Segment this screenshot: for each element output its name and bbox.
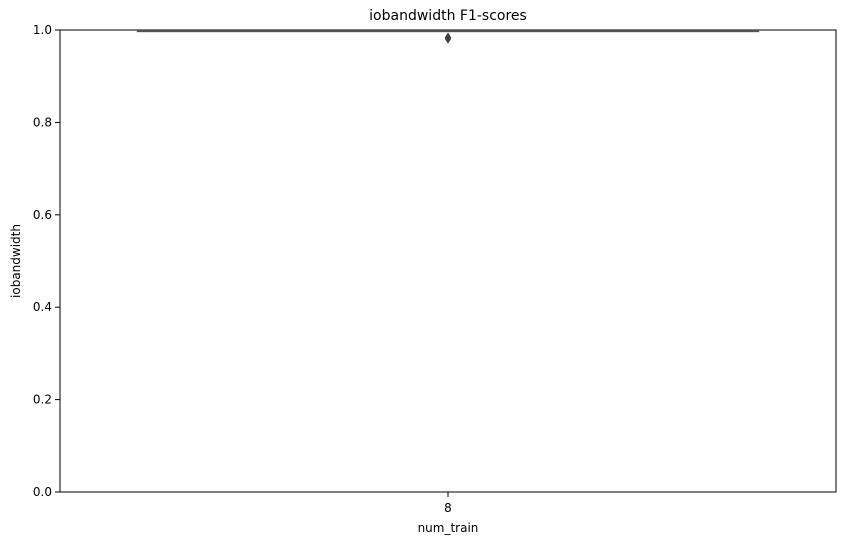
y-axis: 0.0 0.2 0.4 0.6 0.8 1.0: [33, 23, 60, 499]
outlier-point: [444, 33, 452, 44]
y-tick-label: 0.6: [33, 208, 52, 222]
plot-area: [59, 29, 837, 493]
chart-title: iobandwidth F1-scores: [369, 8, 527, 24]
y-tick-label: 0.8: [33, 115, 52, 129]
y-tick-label: 0.2: [33, 393, 52, 407]
y-tick-label: 0.4: [33, 300, 52, 314]
y-tick-label: 1.0: [33, 23, 52, 37]
box-series: [136, 30, 760, 44]
x-tick-label: 8: [444, 501, 452, 515]
y-tick-label: 0.0: [33, 485, 52, 499]
x-axis: 8: [444, 492, 452, 515]
x-axis-label: num_train: [418, 521, 479, 535]
y-axis-label: iobandwidth: [9, 224, 23, 298]
